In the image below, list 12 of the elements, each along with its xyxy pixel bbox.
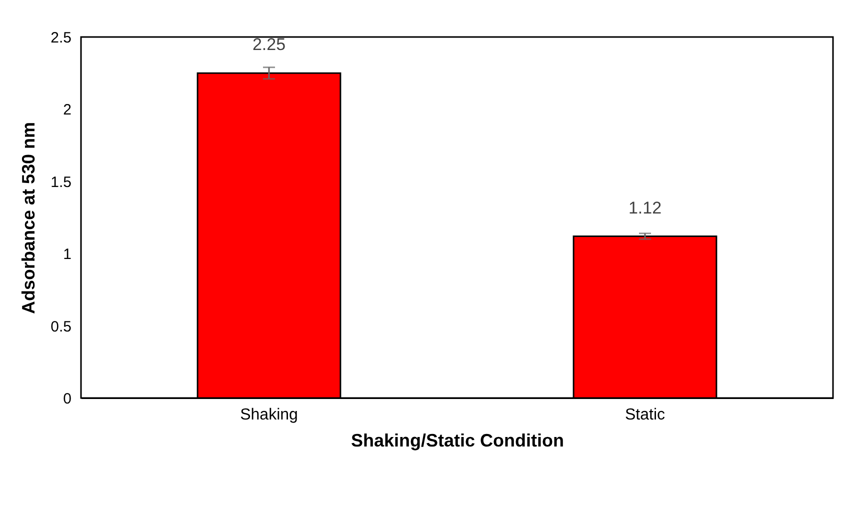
y-axis-title: Adsorbance at 530 nm [18, 122, 39, 314]
y-tick-label: 1 [63, 246, 72, 264]
data-label: 1.12 [628, 198, 662, 218]
x-tick-label: Shaking [240, 406, 298, 424]
y-tick-label: 2.5 [50, 30, 72, 46]
x-axis-title: Shaking/Static Condition [350, 430, 564, 450]
y-tick-label: 2 [63, 102, 72, 119]
y-tick-label: 0 [63, 390, 72, 408]
y-tick-label: 0.5 [50, 318, 72, 336]
x-tick-label: Static [624, 406, 666, 424]
data-label: 2.25 [252, 35, 286, 54]
y-tick-label: 1.5 [50, 174, 72, 191]
